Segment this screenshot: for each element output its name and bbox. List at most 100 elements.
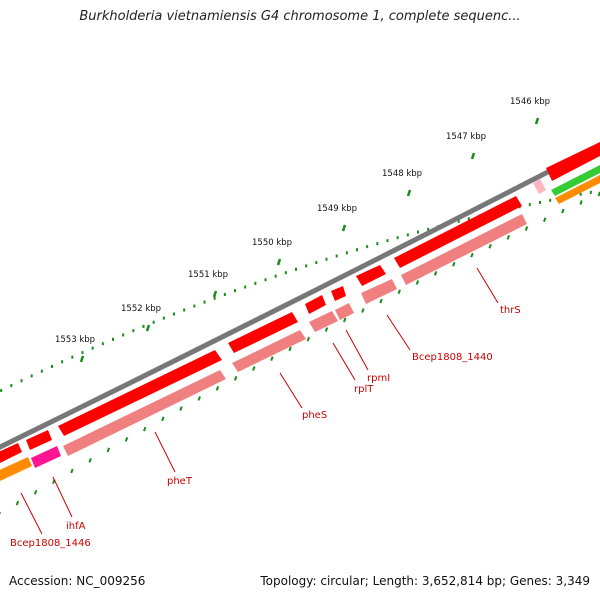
gene-arrow[interactable] bbox=[58, 350, 222, 436]
scale-label: 1551 kbp bbox=[188, 270, 228, 280]
scale-label: 1547 kbp bbox=[446, 132, 486, 142]
tick-mark bbox=[488, 243, 492, 249]
gene-arrow[interactable] bbox=[331, 286, 346, 301]
tick-mark bbox=[433, 270, 438, 276]
scale-dot bbox=[162, 316, 165, 320]
gene-label[interactable]: Bcep1808_1446 bbox=[10, 538, 91, 549]
scale-label: 1546 kbp bbox=[510, 97, 550, 107]
tick-mark bbox=[506, 234, 511, 240]
tick-mark bbox=[361, 308, 365, 313]
gene-arrow-green[interactable] bbox=[551, 165, 600, 196]
gene-arrow[interactable] bbox=[232, 330, 306, 372]
gene-arrow[interactable] bbox=[228, 312, 298, 353]
label-leader-line bbox=[476, 267, 499, 304]
label-leader-line bbox=[332, 342, 356, 381]
scale-dot bbox=[122, 333, 125, 337]
major-tick bbox=[276, 258, 282, 266]
gene-arrow[interactable] bbox=[335, 303, 354, 320]
tick-mark bbox=[288, 346, 292, 352]
scale-dot bbox=[417, 230, 419, 234]
scale-label: 1552 kbp bbox=[121, 304, 161, 314]
tick-mark bbox=[561, 208, 565, 214]
gene-label[interactable]: pheT bbox=[167, 476, 193, 487]
scale-dot bbox=[254, 281, 257, 285]
scale-dot bbox=[528, 203, 531, 207]
scale-dot bbox=[213, 296, 216, 300]
gene-arrow-pink[interactable] bbox=[533, 179, 546, 194]
gene-label[interactable]: rpmI bbox=[367, 373, 390, 384]
tick-mark bbox=[397, 289, 401, 295]
scale-dot bbox=[183, 308, 186, 312]
gene-arrow-orange[interactable] bbox=[0, 457, 32, 482]
scale-dot bbox=[152, 320, 155, 324]
major-tick bbox=[534, 117, 540, 125]
scale-dot bbox=[234, 289, 236, 293]
tick-mark bbox=[124, 437, 129, 442]
scale-dot bbox=[71, 355, 74, 359]
tick-mark bbox=[252, 366, 256, 371]
tick-mark bbox=[33, 489, 38, 495]
label-leader-line bbox=[386, 314, 411, 351]
tick-mark bbox=[215, 386, 220, 391]
gene-label[interactable]: pheS bbox=[302, 410, 327, 421]
major-tick bbox=[406, 189, 412, 197]
scale-dot bbox=[396, 236, 399, 240]
tick-marks bbox=[0, 191, 600, 515]
gene-label[interactable]: Bcep1808_1440 bbox=[412, 352, 493, 363]
gene-arrow[interactable] bbox=[63, 370, 226, 456]
scale-label: 1550 kbp bbox=[252, 238, 292, 248]
scale-dot bbox=[173, 312, 175, 316]
topology-summary: Topology: circular; Length: 3,652,814 bp… bbox=[260, 574, 590, 588]
scale-dot bbox=[325, 257, 328, 261]
major-tick bbox=[145, 324, 151, 332]
gene-arrow[interactable] bbox=[305, 295, 326, 314]
gene-arrow[interactable] bbox=[546, 142, 600, 181]
major-tick bbox=[79, 355, 85, 363]
scale-dot bbox=[345, 251, 348, 255]
gene-arrow[interactable] bbox=[0, 443, 22, 465]
scale-dot bbox=[61, 360, 64, 364]
gene-arrow-orange[interactable] bbox=[555, 175, 600, 204]
scale-dot bbox=[427, 227, 430, 231]
tick-mark bbox=[15, 500, 20, 506]
scale-dot bbox=[335, 254, 338, 258]
scale-dot bbox=[264, 278, 267, 282]
gene-arrow[interactable] bbox=[361, 279, 397, 304]
gene-arrow[interactable] bbox=[26, 430, 52, 450]
scale-label: 1549 kbp bbox=[317, 204, 357, 214]
tick-mark bbox=[233, 376, 238, 381]
scale-dot bbox=[467, 217, 470, 221]
scale-dot bbox=[132, 329, 135, 333]
outer-strand-genes bbox=[0, 142, 600, 465]
scale-dot bbox=[91, 346, 94, 350]
scale-dot bbox=[356, 248, 358, 252]
gene-arrow[interactable] bbox=[309, 311, 338, 332]
scale-dot bbox=[539, 200, 541, 204]
tick-mark bbox=[543, 217, 547, 223]
tick-mark bbox=[88, 458, 92, 463]
label-leader-line bbox=[20, 492, 43, 535]
tick-mark bbox=[452, 261, 456, 267]
scale-dot bbox=[295, 267, 297, 271]
scale-dot bbox=[223, 292, 226, 296]
scale-dot bbox=[10, 384, 13, 388]
chromosome-backbone bbox=[0, 142, 600, 450]
gene-arrow[interactable] bbox=[401, 214, 527, 285]
scale-label: 1548 kbp bbox=[382, 169, 422, 179]
gene-arrow-ihfA[interactable] bbox=[31, 446, 61, 468]
tick-mark bbox=[161, 416, 165, 422]
scale-dot bbox=[457, 219, 460, 223]
tick-mark bbox=[106, 447, 111, 453]
gene-label[interactable]: rplT bbox=[354, 384, 374, 395]
tick-mark bbox=[197, 396, 201, 401]
gene-arrow[interactable] bbox=[394, 196, 522, 268]
gene-label[interactable]: ihfA bbox=[66, 521, 86, 532]
gene-label[interactable]: thrS bbox=[500, 305, 521, 316]
scale-dot bbox=[112, 337, 114, 341]
major-tick bbox=[212, 290, 218, 298]
scale-label: 1553 kbp bbox=[55, 335, 95, 345]
scale-dot bbox=[376, 242, 379, 246]
gene-arrow[interactable] bbox=[356, 265, 386, 286]
label-leader-line bbox=[345, 329, 369, 371]
